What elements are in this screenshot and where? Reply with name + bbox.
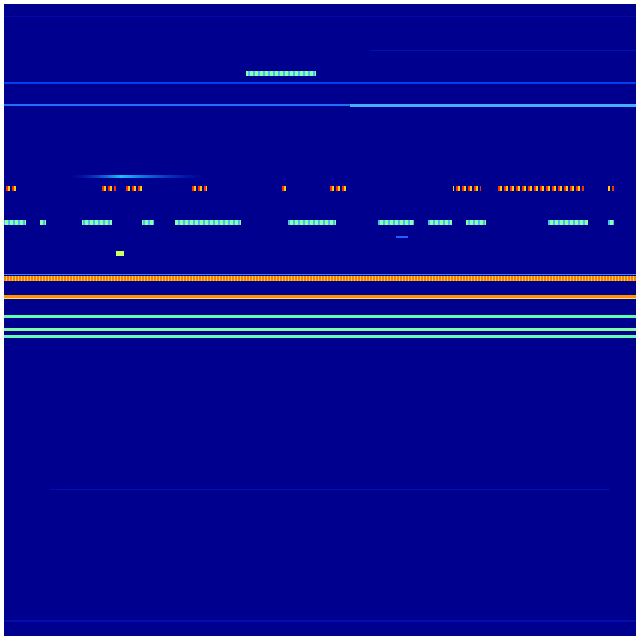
signal-dashes	[191, 186, 207, 191]
signal-dashes	[428, 220, 452, 225]
signal-blip	[116, 251, 124, 256]
signal-dashes	[246, 71, 316, 76]
signal-line	[4, 295, 636, 298]
faint-line	[4, 16, 636, 17]
signal-line	[4, 82, 636, 84]
signal-dashes	[4, 186, 16, 191]
faint-line	[4, 620, 636, 622]
faint-blip	[396, 236, 408, 238]
signal-dashes	[175, 220, 241, 225]
faint-line	[50, 489, 610, 490]
background	[4, 4, 636, 636]
signal-dashes	[82, 220, 112, 225]
signal-dashes	[102, 186, 116, 191]
signal-glow	[65, 175, 205, 178]
signal-line	[4, 274, 636, 275]
signal-dashes	[282, 186, 286, 191]
signal-dashes	[466, 220, 486, 225]
signal-dashes	[608, 186, 614, 191]
signal-dashes	[142, 220, 154, 225]
signal-dashes	[548, 220, 588, 225]
green-dashes	[4, 220, 614, 225]
signal-dashes	[498, 186, 584, 191]
red-dashes	[4, 186, 614, 191]
signal-dashes	[40, 220, 46, 225]
signal-band	[4, 276, 636, 281]
signal-dashes	[328, 186, 348, 191]
signal-line	[4, 328, 636, 331]
signal-line	[4, 104, 350, 106]
signal-dashes	[608, 220, 614, 225]
signal-dashes	[453, 186, 481, 191]
signal-line	[350, 104, 636, 107]
signal-line	[4, 335, 636, 338]
signal-dashes	[4, 220, 26, 225]
signal-dashes	[288, 220, 336, 225]
signal-line	[4, 315, 636, 318]
faint-line	[370, 50, 636, 51]
signal-dashes	[378, 220, 414, 225]
signal-dashes	[124, 186, 144, 191]
signal-line	[4, 298, 636, 299]
